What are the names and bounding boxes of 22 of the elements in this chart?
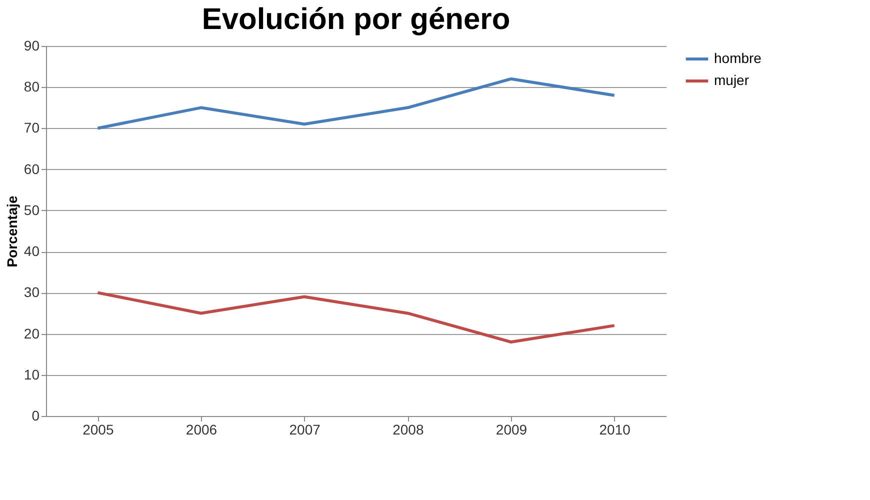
y-tick-label: 90 <box>24 38 40 54</box>
y-tick-label: 40 <box>24 243 40 260</box>
x-tick-label: 2006 <box>186 422 218 438</box>
y-tick-label: 50 <box>24 202 40 218</box>
y-axis-title: Porcentaje <box>4 195 20 268</box>
y-tick-label: 70 <box>24 120 40 136</box>
chart-title: Evolución por género <box>202 3 510 36</box>
legend-label: hombre <box>714 50 762 66</box>
y-tick-label: 80 <box>24 78 40 95</box>
y-tick-label: 30 <box>24 284 40 300</box>
y-tick-label: 20 <box>24 325 40 342</box>
line-series <box>96 77 616 130</box>
line-series <box>96 291 616 344</box>
x-tick-label: 2007 <box>289 422 321 438</box>
x-tick-label: 2008 <box>392 422 424 438</box>
legend-label: mujer <box>714 72 750 88</box>
x-tick-label: 2009 <box>496 422 528 438</box>
y-tick-label: 10 <box>24 366 40 382</box>
y-tick-label: 60 <box>24 160 40 177</box>
y-tick-label: 0 <box>32 408 40 424</box>
x-tick-label: 2010 <box>599 422 631 438</box>
x-tick-label: 2005 <box>82 422 114 438</box>
